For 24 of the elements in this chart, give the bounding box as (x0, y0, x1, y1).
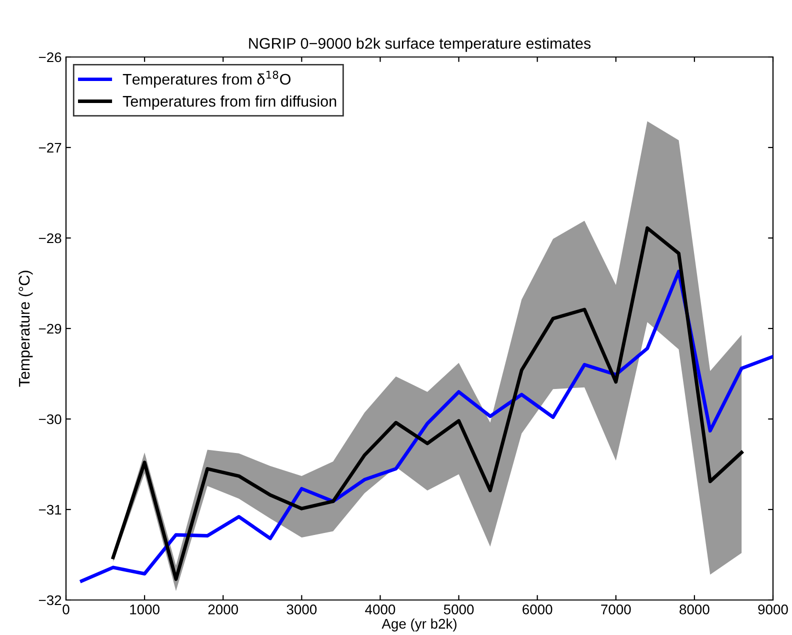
x-tick-label: 1000 (130, 604, 160, 614)
y-tick-label: −26 (38, 52, 62, 62)
line-series (80, 270, 773, 583)
x-tick-label: 7000 (601, 604, 631, 614)
x-tick-label: 0 (62, 604, 70, 614)
legend-label: Temperatures from firn diffusion (122, 96, 336, 110)
chart-title: NGRIP 0−9000 b2k surface temperature estimates (249, 38, 591, 52)
x-tick-label: 2000 (208, 604, 238, 614)
x-tick-label: 4000 (365, 604, 396, 614)
x-tick-label: 5000 (444, 604, 474, 614)
x-axis-title: Age (yr b2k) (382, 618, 456, 632)
x-tick-label: 9000 (758, 604, 788, 614)
y-tick-label: −27 (38, 142, 62, 153)
y-axis-title: Temperature (°C) (18, 270, 33, 387)
line-series (111, 226, 744, 581)
legend-label: Temperatures from δ$^{18}$O (122, 70, 290, 88)
y-tick-label: −31 (38, 504, 62, 515)
y-tick-label: −32 (38, 595, 62, 606)
y-tick-label: −28 (38, 233, 62, 244)
x-tick-label: 3000 (286, 604, 317, 614)
x-tick-label: 6000 (522, 604, 552, 614)
y-tick-label: −30 (38, 414, 62, 424)
y-tick-label: −29 (38, 324, 62, 334)
x-tick-label: 8000 (680, 604, 710, 614)
